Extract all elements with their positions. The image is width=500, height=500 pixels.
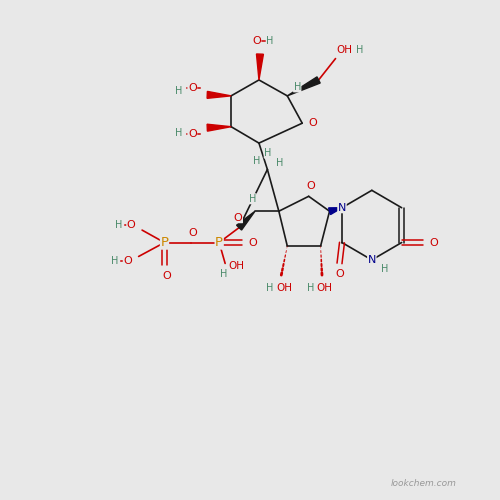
Text: H: H <box>356 44 363 54</box>
Text: O: O <box>124 256 132 266</box>
Polygon shape <box>207 124 231 131</box>
Polygon shape <box>207 92 231 98</box>
Text: P: P <box>215 236 223 249</box>
Text: OH: OH <box>316 284 332 294</box>
Text: O: O <box>162 271 172 281</box>
Text: N: N <box>338 202 346 212</box>
Text: O: O <box>248 238 257 248</box>
Text: O: O <box>127 220 136 230</box>
Text: H: H <box>175 128 182 138</box>
Text: H: H <box>266 284 274 294</box>
Text: H: H <box>276 158 283 168</box>
Text: O: O <box>309 118 318 128</box>
Text: H: H <box>380 264 388 274</box>
Polygon shape <box>288 77 320 96</box>
Text: O: O <box>188 84 196 94</box>
Text: H: H <box>175 86 182 96</box>
Text: OH: OH <box>228 261 244 271</box>
Text: O: O <box>429 238 438 248</box>
Text: N: N <box>368 255 376 265</box>
Text: O: O <box>188 129 196 139</box>
Text: H: H <box>308 284 315 294</box>
Text: P: P <box>160 236 168 249</box>
Polygon shape <box>256 54 264 80</box>
Text: H: H <box>294 82 301 92</box>
Text: H: H <box>266 36 274 46</box>
Text: H: H <box>264 148 272 158</box>
Polygon shape <box>328 208 342 214</box>
Text: H: H <box>111 256 118 266</box>
Text: H: H <box>249 194 256 204</box>
Text: OH: OH <box>277 284 293 294</box>
Text: H: H <box>220 270 228 280</box>
Polygon shape <box>236 211 255 230</box>
Text: O: O <box>335 270 344 280</box>
Text: OH: OH <box>336 44 352 54</box>
Text: O: O <box>188 228 196 237</box>
Text: O: O <box>307 182 316 192</box>
Text: O: O <box>252 36 261 46</box>
Text: O: O <box>234 212 242 222</box>
Text: lookchem.com: lookchem.com <box>391 479 457 488</box>
Text: H: H <box>253 156 260 166</box>
Text: H: H <box>114 220 122 230</box>
